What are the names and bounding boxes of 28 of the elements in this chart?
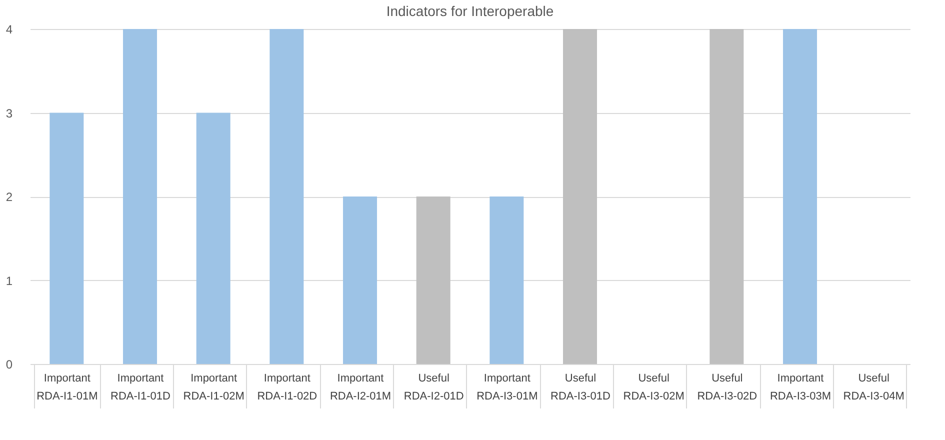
x-tick-label: Important RDA-I3-03M (770, 372, 832, 402)
x-tick-label: Useful RDA-I3-01D (550, 372, 611, 402)
bar (50, 112, 84, 364)
x-tick-label: Useful RDA-I3-04M (843, 372, 904, 402)
y-tick-label: 4 (6, 22, 13, 36)
bar (490, 196, 524, 364)
chart-title: Indicators for Interoperable (386, 3, 554, 19)
x-tick-label: Useful RDA-I3-02M (623, 372, 684, 402)
x-tick-label: Important RDA-I1-01D (110, 372, 171, 402)
bar (563, 29, 597, 364)
bar (710, 29, 744, 364)
y-tick-label: 3 (6, 106, 13, 120)
x-tick-label: Useful RDA-I3-02D (697, 372, 758, 402)
x-tick-label: Important RDA-I3-01M (476, 372, 538, 402)
bar (783, 29, 817, 364)
bar (343, 196, 377, 364)
bar (196, 112, 230, 364)
x-tick-label: Important RDA-I2-01M (330, 372, 392, 402)
x-tick-label: Useful RDA-I2-01D (404, 372, 464, 402)
y-tick-label: 2 (6, 190, 13, 204)
x-tick-label: Important RDA-I1-02M (183, 372, 244, 402)
y-tick-label: 0 (6, 358, 13, 372)
y-tick-label: 1 (6, 274, 13, 288)
bar (416, 196, 450, 364)
x-tick-label: Important RDA-I1-02D (257, 372, 318, 402)
bar (123, 29, 157, 364)
bar (270, 29, 304, 364)
x-tick-label: Important RDA-I1-01M (36, 372, 98, 402)
